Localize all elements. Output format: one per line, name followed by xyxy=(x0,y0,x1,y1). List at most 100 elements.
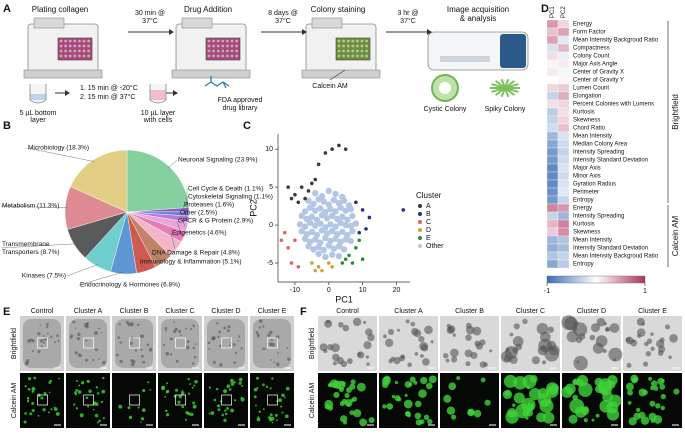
colony xyxy=(140,348,143,351)
colony xyxy=(275,419,278,422)
colony xyxy=(366,362,370,366)
colony xyxy=(635,407,641,413)
heatmap-cell xyxy=(557,35,570,45)
colony xyxy=(280,405,283,408)
colony xyxy=(146,343,150,347)
well xyxy=(342,49,345,53)
colony xyxy=(238,381,242,385)
colony xyxy=(572,378,580,386)
colony xyxy=(233,399,237,402)
heatmap-cell xyxy=(546,123,559,133)
colony xyxy=(419,419,425,425)
legend-label: Other xyxy=(426,243,444,250)
heatmap-cell xyxy=(557,171,570,181)
label: FDA approved xyxy=(218,97,263,104)
heatmap-cell xyxy=(557,243,570,253)
zoom-box xyxy=(37,337,48,349)
colony xyxy=(603,322,607,326)
colony xyxy=(609,323,620,333)
colony xyxy=(583,406,589,412)
scatter-point xyxy=(301,235,309,242)
colony xyxy=(275,362,280,367)
scatter-point xyxy=(320,268,324,273)
colony xyxy=(394,380,399,385)
colony xyxy=(427,418,433,425)
colony xyxy=(286,346,289,349)
colony xyxy=(264,347,267,350)
colony xyxy=(346,402,351,406)
label: Spiky Colony xyxy=(485,106,526,113)
scatter-point xyxy=(320,198,327,205)
colony xyxy=(193,384,196,387)
well xyxy=(346,44,350,48)
row-label: Intensity Standard Deviation xyxy=(573,158,648,164)
colony xyxy=(233,381,236,384)
colony xyxy=(541,345,546,351)
colony xyxy=(269,387,272,390)
heatmap-cell xyxy=(546,219,559,229)
colony xyxy=(645,350,652,357)
column-label: Cluster D xyxy=(211,308,240,315)
plate xyxy=(205,37,241,61)
scatter-point xyxy=(349,212,356,220)
heatmap-cell xyxy=(557,75,570,85)
colony xyxy=(404,393,408,397)
colony xyxy=(340,415,348,423)
colony xyxy=(194,343,197,345)
colony xyxy=(419,354,424,358)
well xyxy=(64,49,67,53)
colony xyxy=(192,404,197,409)
scatter-point xyxy=(335,252,343,260)
colony xyxy=(451,356,458,363)
colony xyxy=(47,411,50,414)
colony xyxy=(194,379,198,384)
row-label: Kurtosis xyxy=(573,110,595,116)
colorbar-tick-label: 1 xyxy=(643,288,647,295)
colony xyxy=(31,408,35,413)
colony xyxy=(46,326,49,329)
colony xyxy=(480,377,486,383)
scatter-point xyxy=(299,185,304,189)
tube-layer xyxy=(150,90,166,100)
slice-label: Other (2.5%) xyxy=(180,210,217,217)
colony xyxy=(40,396,44,400)
tube xyxy=(29,84,47,104)
colony xyxy=(537,393,552,407)
heatmap-cell xyxy=(557,19,570,29)
scatter-point xyxy=(367,215,372,220)
colony xyxy=(349,410,355,416)
colony xyxy=(327,344,334,351)
colony xyxy=(423,414,430,421)
scatter-point xyxy=(349,227,356,235)
heatmap-cell xyxy=(546,35,559,45)
row-label: Percent Colonies with Lumens xyxy=(573,102,654,108)
colony xyxy=(230,378,234,383)
colony xyxy=(269,359,272,361)
colony xyxy=(546,385,559,398)
column-label: Cluster C xyxy=(516,308,545,315)
leader-line xyxy=(138,261,146,270)
scatter-point xyxy=(293,238,297,243)
scatter-point xyxy=(305,243,312,250)
well xyxy=(235,49,239,53)
colony xyxy=(594,385,604,394)
colony xyxy=(505,410,519,424)
colony xyxy=(503,355,511,362)
heatmap-cell xyxy=(546,91,559,101)
colony xyxy=(232,343,236,347)
colony xyxy=(37,332,41,336)
row-label: Major Axis Angle xyxy=(573,62,618,68)
colony xyxy=(119,341,123,344)
colony xyxy=(96,392,100,395)
colony xyxy=(287,357,291,361)
scatter-point xyxy=(315,250,322,258)
colony xyxy=(164,326,168,330)
colony xyxy=(24,412,27,415)
colony xyxy=(29,412,33,416)
colony xyxy=(341,381,346,386)
well xyxy=(207,54,211,58)
well xyxy=(230,44,234,48)
slice-label: Neuronal Signaling (23.9%) xyxy=(178,157,258,164)
scatter-point xyxy=(335,243,343,250)
heatmap-cell xyxy=(546,67,559,77)
